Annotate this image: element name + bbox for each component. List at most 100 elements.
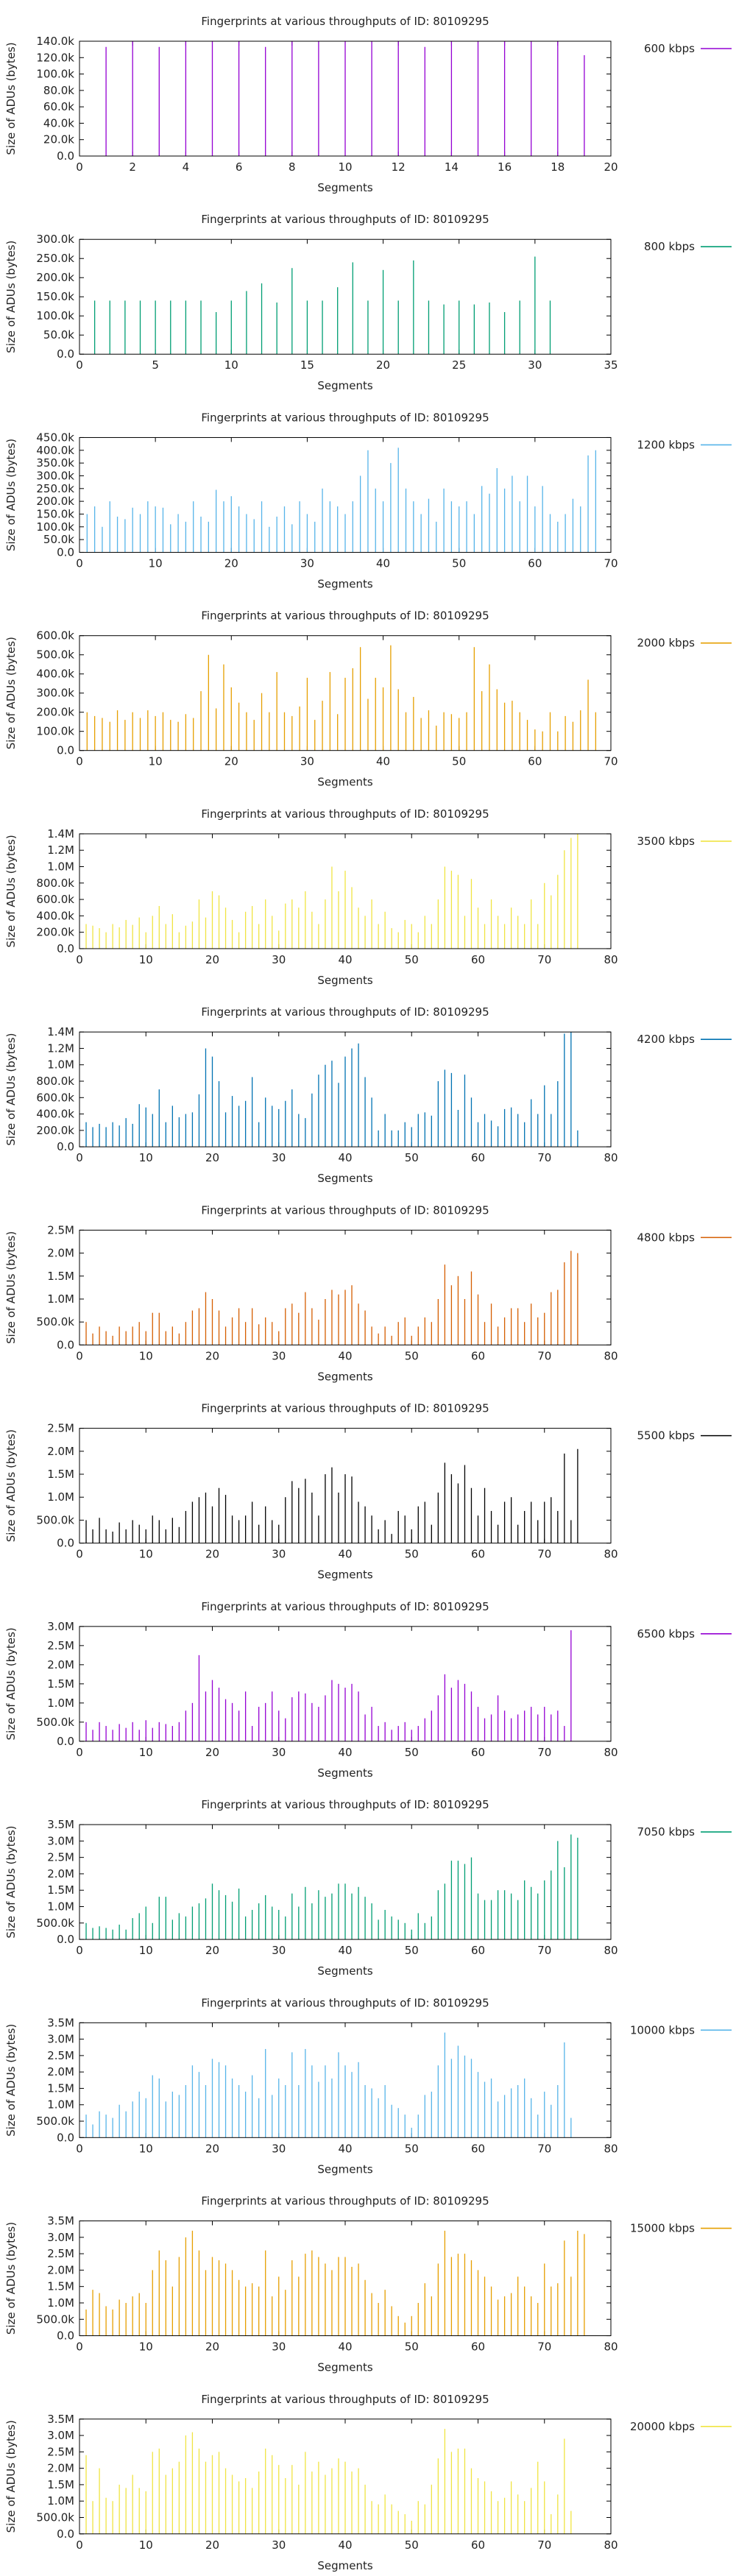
- x-tick-label: 20: [205, 2538, 219, 2552]
- y-tick-label: 2.5M: [47, 2247, 74, 2260]
- y-tick-label: 500.0k: [36, 1716, 74, 1729]
- x-tick-label: 30: [272, 1746, 286, 1759]
- y-tick-label: 2.5M: [47, 1422, 74, 1435]
- x-tick-label: 40: [338, 1151, 352, 1164]
- x-tick-label: 0: [76, 1746, 83, 1759]
- y-tick-label: 1.0M: [47, 1058, 74, 1072]
- x-tick-label: 15: [300, 358, 314, 372]
- y-tick-label: 500.0k: [36, 1513, 74, 1526]
- x-tick-label: 10: [139, 2538, 153, 2552]
- plot-frame: [79, 436, 612, 553]
- y-tick-label: 3.5M: [47, 1818, 74, 1831]
- y-axis-label: Size of ADUs (bytes): [4, 835, 18, 947]
- y-tick-label: 1.5M: [47, 1677, 74, 1691]
- y-axis-label: Size of ADUs (bytes): [4, 439, 18, 551]
- x-tick-label: 4: [183, 160, 190, 174]
- x-axis-label: Segments: [317, 577, 373, 590]
- chart-title: Fingerprints at various throughputs of I…: [201, 2393, 489, 2406]
- y-tick-label: 250.0k: [36, 482, 74, 495]
- y-tick-label: 1.0M: [47, 1696, 74, 1710]
- chart-panel: Fingerprints at various throughputs of I…: [4, 2393, 732, 2572]
- y-tick-label: 1.0M: [47, 860, 74, 873]
- y-tick-label: 200.0k: [36, 271, 74, 284]
- legend-label: 600 kbps: [644, 42, 695, 55]
- x-tick-label: 30: [528, 358, 542, 372]
- x-tick-label: 10: [139, 1944, 153, 1957]
- x-tick-label: 0: [76, 1151, 83, 1164]
- y-tick-label: 120.0k: [36, 51, 74, 64]
- plot-frame: [79, 1031, 612, 1147]
- y-axis-label: Size of ADUs (bytes): [4, 1825, 18, 1938]
- y-tick-label: 1.5M: [47, 1468, 74, 1481]
- y-tick-label: 140.0k: [36, 35, 74, 48]
- y-tick-label: 1.0M: [47, 2098, 74, 2112]
- chart-title: Fingerprints at various throughputs of I…: [201, 1005, 489, 1019]
- y-tick-label: 2.5M: [47, 1639, 74, 1652]
- x-tick-label: 30: [272, 1349, 286, 1362]
- y-tick-label: 3.0M: [47, 2429, 74, 2442]
- x-axis-label: Segments: [317, 974, 373, 987]
- x-axis-label: Segments: [317, 776, 373, 789]
- legend-label: 7050 kbps: [637, 1825, 696, 1839]
- y-tick-label: 1.4M: [47, 1025, 74, 1038]
- x-tick-label: 0: [76, 1349, 83, 1362]
- x-tick-label: 0: [76, 1548, 83, 1561]
- y-tick-label: 2.5M: [47, 1223, 74, 1236]
- x-tick-label: 30: [300, 556, 314, 570]
- y-axis-label: Size of ADUs (bytes): [4, 1429, 18, 1542]
- x-axis-label: Segments: [317, 1964, 373, 1978]
- x-tick-label: 18: [551, 160, 565, 174]
- x-tick-label: 80: [604, 1746, 618, 1759]
- y-axis-label: Size of ADUs (bytes): [4, 1627, 18, 1740]
- x-tick-label: 60: [471, 1151, 485, 1164]
- chart-title: Fingerprints at various throughputs of I…: [201, 213, 489, 226]
- y-axis-label: Size of ADUs (bytes): [4, 1231, 18, 1344]
- x-tick-label: 70: [537, 2142, 551, 2155]
- x-tick-label: 6: [236, 160, 243, 174]
- y-tick-label: 150.0k: [36, 507, 74, 520]
- x-tick-label: 50: [405, 1349, 419, 1362]
- x-tick-label: 0: [76, 160, 83, 174]
- x-tick-label: 50: [405, 953, 419, 966]
- x-tick-label: 10: [139, 1548, 153, 1561]
- y-tick-label: 0.0: [57, 1933, 74, 1946]
- plot-frame: [79, 1428, 612, 1544]
- legend-label: 2000 kbps: [637, 637, 696, 650]
- chart-title: Fingerprints at various throughputs of I…: [201, 807, 489, 821]
- y-tick-label: 400.0k: [36, 1108, 74, 1121]
- y-tick-label: 2.0M: [47, 1867, 74, 1880]
- y-tick-label: 150.0k: [36, 290, 74, 303]
- x-tick-label: 40: [338, 2142, 352, 2155]
- x-tick-label: 0: [76, 953, 83, 966]
- y-tick-label: 3.5M: [47, 2016, 74, 2029]
- x-tick-label: 20: [224, 755, 238, 768]
- chart-panel: Fingerprints at various throughputs of I…: [4, 609, 732, 789]
- chart-title: Fingerprints at various throughputs of I…: [201, 1203, 489, 1217]
- y-tick-label: 0.0: [57, 2527, 74, 2541]
- x-tick-label: 20: [205, 953, 219, 966]
- x-tick-label: 50: [405, 2538, 419, 2552]
- chart-panel: Fingerprints at various throughputs of I…: [4, 1402, 732, 1582]
- y-tick-label: 600.0k: [36, 1091, 74, 1104]
- y-tick-label: 3.0M: [47, 2231, 74, 2244]
- x-tick-label: 8: [289, 160, 296, 174]
- x-axis-label: Segments: [317, 2361, 373, 2374]
- x-tick-label: 70: [537, 1548, 551, 1561]
- y-tick-label: 100.0k: [36, 520, 74, 534]
- y-tick-label: 2.0M: [47, 2462, 74, 2475]
- y-tick-label: 2.0M: [47, 1445, 74, 1458]
- x-tick-label: 0: [76, 2538, 83, 2552]
- y-tick-label: 0.0: [57, 1338, 74, 1351]
- x-tick-label: 60: [528, 556, 542, 570]
- x-tick-label: 20: [205, 1151, 219, 1164]
- x-tick-label: 80: [604, 2340, 618, 2354]
- chart-panel: Fingerprints at various throughputs of I…: [4, 1005, 732, 1185]
- x-tick-label: 50: [452, 556, 466, 570]
- chart-panel: Fingerprints at various throughputs of I…: [4, 15, 732, 194]
- x-tick-label: 0: [76, 556, 83, 570]
- x-tick-label: 10: [139, 2340, 153, 2354]
- x-tick-label: 0: [76, 358, 83, 372]
- legend-label: 4200 kbps: [637, 1033, 696, 1046]
- y-tick-label: 200.0k: [36, 706, 74, 719]
